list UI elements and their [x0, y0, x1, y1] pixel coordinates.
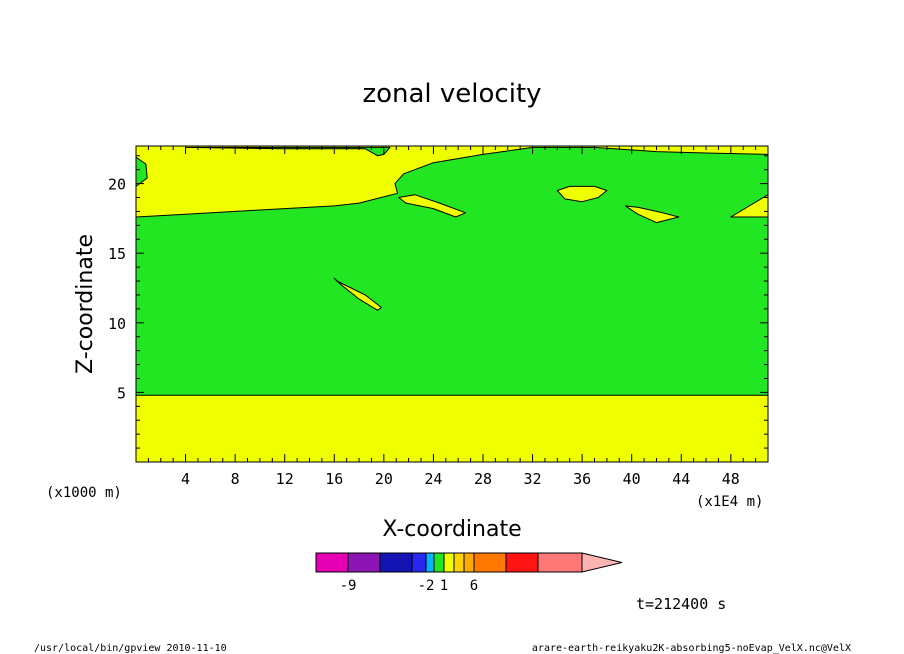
colorbar-label: 6 [470, 578, 478, 594]
y-tick-label: 15 [108, 245, 126, 263]
colorbar-cell [473, 552, 507, 573]
colorbar-cell [379, 552, 413, 573]
colorbar-label: -9 [340, 578, 357, 594]
colorbar-cell [537, 552, 583, 573]
colorbar-cell [453, 552, 465, 573]
x-tick-label: 44 [672, 470, 690, 488]
x-tick-label: 36 [573, 470, 591, 488]
plot-frame [135, 145, 769, 463]
y-axis-label: Z-coordinate [73, 234, 98, 374]
y-tick-label: 5 [117, 384, 126, 402]
contour-region-island-1 [333, 277, 382, 311]
colorbar-cell [433, 552, 445, 573]
contour-fills [135, 146, 769, 462]
colorbar-cell [463, 552, 475, 573]
footer-left: /usr/local/bin/gpview 2010-11-10 [34, 643, 227, 654]
colorbar-labels: -9 -2 1 6 [340, 578, 479, 594]
colorbar [315, 552, 623, 573]
x-axis-label: X-coordinate [382, 517, 521, 542]
x-tick-labels: 4 8 12 16 20 24 28 32 36 40 44 48 [181, 470, 740, 488]
x-tick-label: 4 [181, 470, 190, 488]
x-tick-label: 40 [623, 470, 641, 488]
contour-region-island-2 [398, 194, 467, 218]
x-tick-label: 32 [524, 470, 542, 488]
colorbar-cell [425, 552, 435, 573]
x-tick-label: 28 [474, 470, 492, 488]
time-label: t=212400 s [636, 595, 726, 613]
axis-ticks [136, 146, 769, 462]
colorbar-arrow [581, 552, 623, 573]
y-tick-label: 10 [108, 315, 126, 333]
chart-title: zonal velocity [362, 79, 541, 109]
x-unit-label: (x1E4 m) [696, 494, 763, 510]
contour-region-main-band [135, 146, 769, 396]
colorbar-label: 1 [440, 578, 448, 594]
colorbar-cell [411, 552, 427, 573]
y-tick-labels: 5 10 15 20 [108, 176, 126, 403]
x-tick-label: 12 [276, 470, 294, 488]
colorbar-label: -2 [418, 578, 435, 594]
x-tick-label: 8 [231, 470, 240, 488]
colorbar-cell [443, 552, 455, 573]
x-tick-label: 48 [722, 470, 740, 488]
colorbar-cell [315, 552, 349, 573]
contour-region-island-3 [556, 185, 608, 203]
colorbar-cell [505, 552, 539, 573]
x-tick-label: 16 [325, 470, 343, 488]
contour-region-island-4 [625, 205, 680, 224]
x-tick-label: 20 [375, 470, 393, 488]
y-unit-label: (x1000 m) [46, 485, 122, 501]
y-tick-label: 20 [108, 176, 126, 194]
x-tick-label: 24 [424, 470, 442, 488]
footer-right: arare-earth-reikyaku2K-absorbing5-noEvap… [532, 643, 851, 654]
colorbar-cell [347, 552, 381, 573]
